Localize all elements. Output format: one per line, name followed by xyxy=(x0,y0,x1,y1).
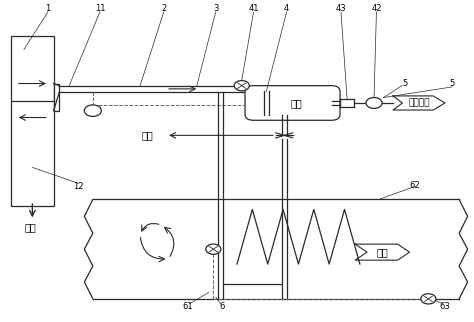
Text: 3: 3 xyxy=(213,4,219,13)
Circle shape xyxy=(206,244,221,254)
Circle shape xyxy=(234,80,249,91)
Text: 61: 61 xyxy=(182,302,193,311)
Text: 63: 63 xyxy=(439,302,450,311)
Circle shape xyxy=(84,105,101,117)
Text: 41: 41 xyxy=(248,4,259,13)
Text: 12: 12 xyxy=(73,182,84,191)
Text: 6: 6 xyxy=(219,302,225,311)
Circle shape xyxy=(421,294,436,304)
Text: 42: 42 xyxy=(371,4,382,13)
Text: 放水: 放水 xyxy=(141,130,153,140)
Bar xyxy=(54,83,59,111)
Text: 11: 11 xyxy=(95,4,105,13)
Text: 62: 62 xyxy=(409,181,419,190)
Text: 2: 2 xyxy=(161,4,166,13)
Text: 4: 4 xyxy=(284,4,289,13)
Text: 1: 1 xyxy=(46,4,51,13)
FancyBboxPatch shape xyxy=(245,86,340,120)
Text: 空气: 空气 xyxy=(24,222,36,232)
Text: 43: 43 xyxy=(336,4,346,13)
Text: 5: 5 xyxy=(449,79,455,88)
Text: 5: 5 xyxy=(402,79,407,88)
Text: 汽包: 汽包 xyxy=(291,98,302,108)
Text: 补给水来: 补给水来 xyxy=(408,99,430,108)
Circle shape xyxy=(366,98,382,109)
Bar xyxy=(11,36,54,206)
Text: 烟气: 烟气 xyxy=(376,247,388,257)
